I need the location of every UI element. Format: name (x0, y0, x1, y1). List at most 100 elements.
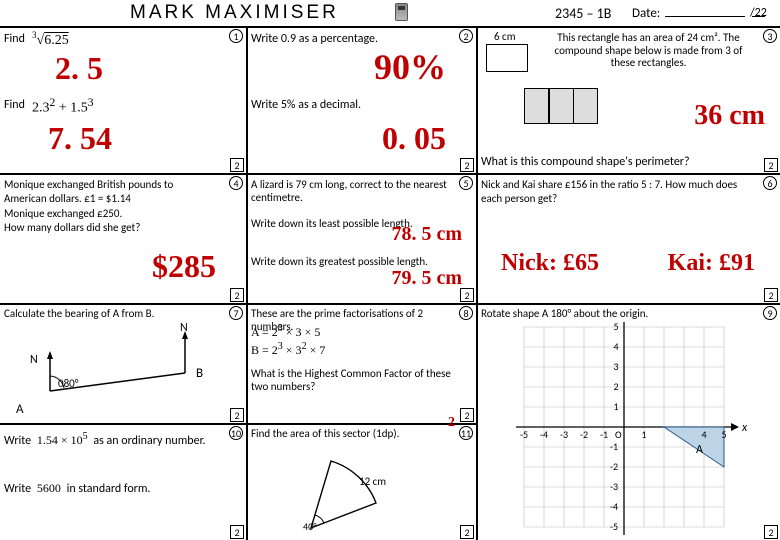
q3-p2: What is this compound shape's perimeter? (481, 155, 690, 169)
q3-p1: This rectangle has an area of 24 cm². Th… (541, 32, 756, 70)
qnum-2: 2 (459, 29, 473, 43)
worksheet-title: MARK MAXIMISER (130, 2, 339, 24)
cell-q8: 8 2 These are the prime factorisations o… (246, 305, 476, 425)
q11-p1: Find the area of this sector (1dp). (251, 427, 399, 440)
q3-compound (524, 88, 606, 129)
date-line (665, 16, 745, 17)
svg-text:-1: -1 (610, 440, 618, 453)
svg-text:-3: -3 (610, 480, 618, 493)
total-score: /22 (750, 6, 767, 20)
cell-q7: 7 2 Calculate the bearing of A from B. N… (0, 305, 246, 425)
q9-p1: Rotate shape A 180° about the origin. (481, 307, 648, 320)
qnum-1: 1 (229, 29, 243, 43)
cell-q1: 1 2 Find 3√6.25 2. 5 Find 2.32 + 1.53 7.… (0, 28, 246, 175)
svg-text:N: N (180, 321, 188, 335)
q4-l3: Monique exchanged £250. (4, 207, 173, 221)
calculator-icon (395, 3, 408, 21)
q2-ans1: 90% (374, 46, 446, 88)
svg-text:-2: -2 (610, 460, 618, 473)
svg-text:N: N (30, 353, 38, 367)
q7-p1: Calculate the bearing of A from B. (4, 307, 154, 320)
q10-w1b: as an ordinary number. (93, 434, 205, 448)
mark-q2: 2 (460, 158, 474, 172)
qnum-3: 3 (763, 29, 777, 43)
mark-q6: 2 (764, 288, 778, 302)
svg-text:4: 4 (613, 340, 618, 353)
q10-w2: Write (4, 482, 31, 496)
svg-text:080°: 080° (58, 377, 79, 390)
q3-ans: 36 cm (694, 100, 765, 132)
svg-text:A: A (16, 402, 24, 417)
q4-ans: $285 (152, 248, 216, 285)
q10-line1: Write 1.54 × 105 as an ordinary number. (4, 431, 206, 448)
mark-q8: 2 (460, 408, 474, 422)
qnum-5: 5 (459, 176, 473, 190)
q5-p2: Write down its least possible length. (251, 217, 413, 230)
qnum-4: 4 (229, 176, 243, 190)
q4-text: Monique exchanged British pounds to Amer… (4, 178, 173, 235)
mark-q11: 2 (460, 525, 474, 539)
q10-w2b: in standard form. (67, 482, 151, 496)
q3-rect (486, 44, 528, 72)
q5-ans1: 78. 5 cm (391, 223, 462, 246)
q1-expr2: 2.32 + 1.53 (32, 96, 94, 117)
q1-find2: Find (4, 98, 25, 112)
svg-text:-4: -4 (610, 500, 618, 513)
svg-text:3: 3 (613, 360, 618, 373)
q1-ans1: 2. 5 (55, 50, 103, 87)
svg-text:5: 5 (613, 322, 618, 333)
mark-q3: 2 (764, 158, 778, 172)
svg-text:-3: -3 (560, 428, 568, 441)
mark-q10: 2 (230, 525, 244, 539)
q3-dim: 6 cm (494, 30, 516, 43)
svg-text:12 cm: 12 cm (359, 475, 386, 488)
q6-ans1: Nick: £65 (501, 250, 599, 277)
q1-ans2: 7. 54 (48, 120, 112, 157)
cell-q10: 10 2 Write 1.54 × 105 as an ordinary num… (0, 425, 246, 540)
mark-q1: 2 (230, 158, 244, 172)
qnum-7: 7 (229, 306, 243, 320)
svg-text:-5: -5 (520, 428, 528, 441)
qnum-10: 10 (229, 426, 243, 440)
cell-q2: 2 2 Write 0.9 as a percentage. 90% Write… (246, 28, 476, 175)
svg-text:-2: -2 (580, 428, 588, 441)
svg-text:1: 1 (613, 400, 618, 413)
q7-diagram: N N B 080° A (0, 321, 246, 421)
svg-text:4: 4 (701, 428, 706, 441)
q2-ans2: 0. 05 (382, 120, 446, 157)
svg-text:2: 2 (613, 380, 618, 393)
cell-q6: 6 2 Nick and Kai share £156 in the ratio… (476, 175, 780, 305)
svg-text:1: 1 (641, 428, 646, 441)
q8-p2: What is the Highest Common Factor of the… (251, 367, 451, 393)
svg-text:-5: -5 (610, 520, 618, 533)
mark-q4: 2 (230, 288, 244, 302)
svg-text:-1: -1 (600, 428, 608, 441)
q4-l1: Monique exchanged British pounds to (4, 178, 173, 192)
svg-text:-4: -4 (540, 428, 548, 441)
qnum-11: 11 (459, 426, 473, 440)
qnum-6: 6 (763, 176, 777, 190)
mark-q5: 2 (460, 288, 474, 302)
header-bar: MARK MAXIMISER 2345 – 1B Date: /22 (0, 0, 780, 28)
q1-find1: Find (4, 32, 25, 46)
q5-p1: A lizard is 79 cm long, correct to the n… (251, 178, 456, 204)
svg-text:x: x (741, 421, 748, 435)
q9-grid: x y O A -5-4-3-2-1 145 12345 -1-2-3-4-5 (484, 322, 774, 537)
svg-text:B: B (196, 366, 203, 381)
q4-l4: How many dollars did she get? (4, 221, 173, 235)
cell-q3: 3 2 6 cm This rectangle has an area of 2… (476, 28, 780, 175)
q2-p1: Write 0.9 as a percentage. (251, 32, 378, 46)
qnum-9: 9 (763, 306, 777, 320)
cell-q5: 5 2 A lizard is 79 cm long, correct to t… (246, 175, 476, 305)
q10-w1: Write (4, 434, 31, 448)
cell-q9: 9 2 Rotate shape A 180° about the origin… (476, 305, 780, 540)
svg-text:A: A (696, 443, 703, 457)
cell-q4: 4 2 Monique exchanged British pounds to … (0, 175, 246, 305)
q1-expr1: 3√6.25 (32, 30, 69, 49)
q6-p1: Nick and Kai share £156 in the ratio 5 :… (481, 178, 756, 206)
q10-line2: Write 5600 in standard form. (4, 481, 150, 496)
q5-ans2: 79. 5 cm (391, 267, 462, 290)
q8-eqA: A = 23 × 3 × 5 (251, 323, 320, 340)
cell-q11: 11 2 Find the area of this sector (1dp).… (246, 425, 476, 540)
sheet-ref: 2345 – 1B (555, 5, 611, 22)
